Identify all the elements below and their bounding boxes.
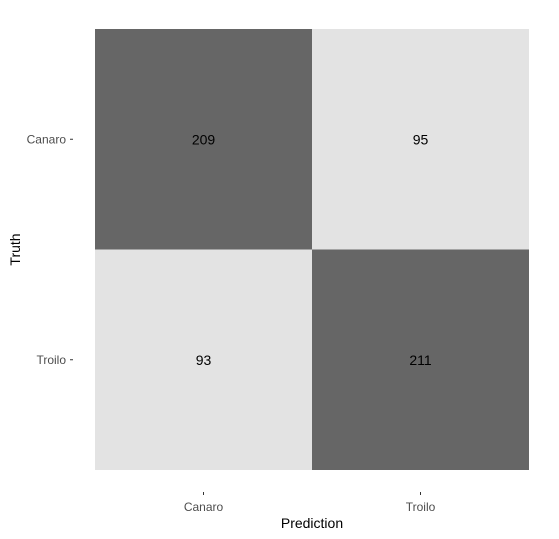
y-axis: Canaro Troilo	[27, 132, 73, 367]
cell-value-label: 93	[196, 352, 212, 368]
heatmap-cell-canaro-canaro	[95, 29, 312, 250]
heatmap-cell-troilo-canaro	[95, 249, 312, 470]
x-axis: Canaro Troilo	[184, 492, 436, 514]
x-axis-title: Prediction	[281, 515, 343, 531]
y-tick-label-troilo: Troilo	[36, 353, 66, 367]
x-tick-label-canaro: Canaro	[184, 500, 224, 514]
cell-value-label: 209	[192, 131, 216, 147]
cell-value-label: 211	[409, 352, 432, 368]
cell-value-label: 95	[413, 131, 429, 147]
heatmap-cells	[95, 29, 529, 470]
heatmap-cell-canaro-troilo	[312, 29, 529, 250]
cell-value-labels: 209 95 93 211	[192, 131, 432, 368]
heatmap-cell-troilo-troilo	[312, 249, 529, 470]
x-tick-label-troilo: Troilo	[406, 500, 436, 514]
y-axis-title: Truth	[7, 233, 23, 265]
y-tick-label-canaro: Canaro	[27, 132, 67, 146]
